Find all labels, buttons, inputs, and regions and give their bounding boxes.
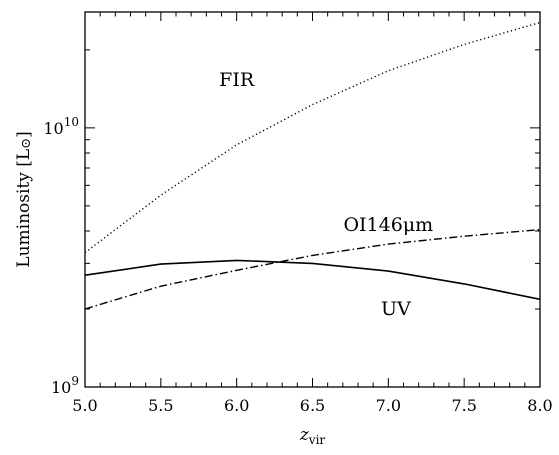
x-tick-label: 6.5 (300, 396, 325, 415)
y-tick-label: 1010 (43, 115, 79, 138)
y-axis-title-close: ] (14, 131, 34, 138)
y-axis-title: Luminosity [L⊙] (14, 131, 34, 267)
y-tick-label: 109 (51, 374, 79, 397)
y-axis-title-main: Luminosity [L (14, 149, 34, 268)
x-tick-label: 8.0 (527, 396, 552, 415)
x-axis-title-sub: vir (308, 433, 326, 447)
series-label-2: UV (381, 298, 411, 320)
axes: 5.0 5.5 6.0 6.5 7.0 7.5 8.0 109 1010 (43, 11, 553, 415)
series-labels: FIR OI146μm UV (219, 69, 433, 320)
x-axis-title: zvir (299, 425, 326, 447)
y-axis-title-symbol: ⊙ (19, 138, 34, 149)
series-label-1: OI146μm (343, 214, 433, 236)
series-line-2 (84, 259, 541, 301)
x-tick-label: 5.5 (148, 396, 173, 415)
plot-area (84, 21, 541, 310)
x-tick-label: 5.0 (72, 396, 97, 415)
series-line-1 (84, 228, 541, 310)
x-tick-label: 7.0 (376, 396, 401, 415)
x-axis-title-main: z (299, 425, 310, 445)
series-line-0 (84, 21, 541, 254)
x-tick-label: 7.5 (451, 396, 476, 415)
x-tick-label: 6.0 (224, 396, 249, 415)
plot-frame (84, 11, 541, 388)
series-label-0: FIR (219, 69, 255, 91)
